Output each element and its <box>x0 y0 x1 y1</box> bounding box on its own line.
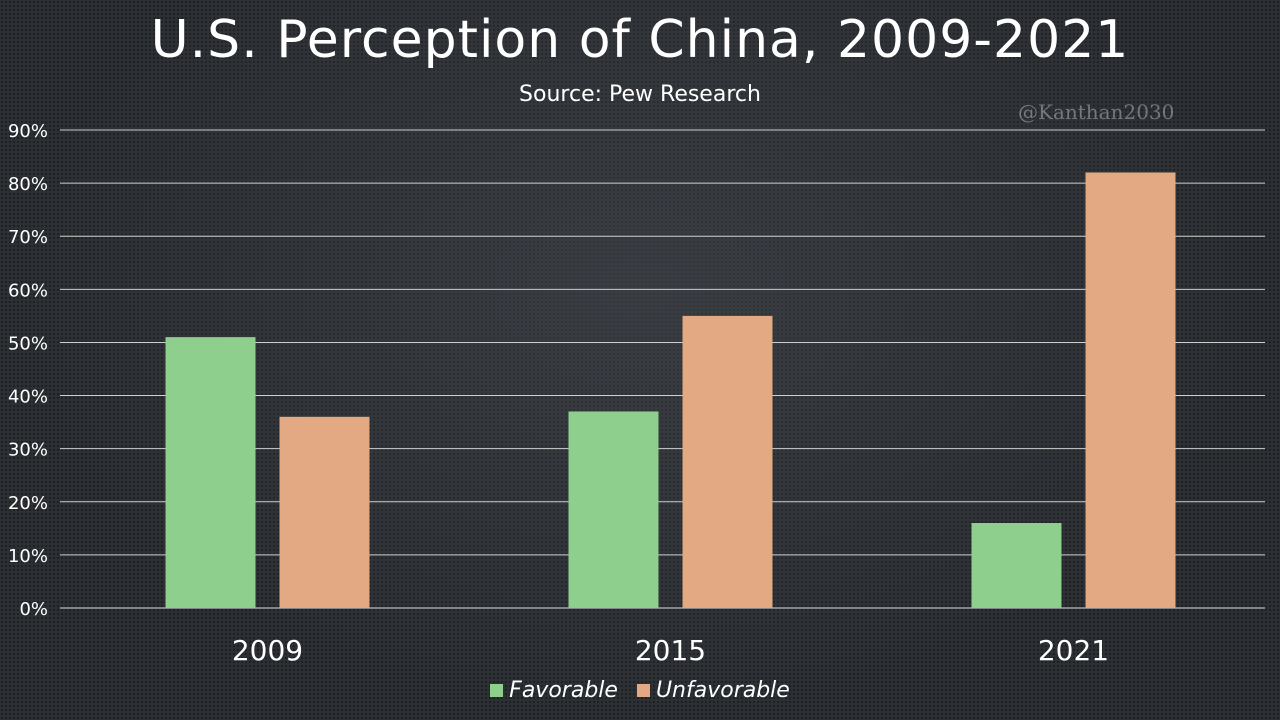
x-tick-label: 2021 <box>1038 634 1109 667</box>
x-tick-label: 2015 <box>635 634 706 667</box>
y-tick-label: 70% <box>8 227 48 248</box>
bar-favorable-2009 <box>165 337 256 608</box>
y-tick-label: 80% <box>8 174 48 195</box>
bar-unfavorable-2009 <box>279 416 370 608</box>
bar-favorable-2015 <box>568 411 659 608</box>
legend-label-favorable: Favorable <box>509 678 618 703</box>
y-tick-label: 40% <box>8 387 48 408</box>
y-tick-label: 10% <box>8 546 48 567</box>
legend-item-unfavorable: Unfavorable <box>636 678 790 703</box>
y-tick-label: 30% <box>8 440 48 461</box>
legend-label-unfavorable: Unfavorable <box>655 678 790 703</box>
watermark: @Kanthan2030 <box>1018 100 1175 124</box>
y-tick-label: 60% <box>8 280 48 301</box>
y-tick-label: 20% <box>8 493 48 514</box>
legend-item-favorable: Favorable <box>490 678 618 703</box>
y-tick-label: 0% <box>19 599 48 620</box>
legend-swatch-favorable <box>490 684 504 697</box>
y-tick-label: 50% <box>8 333 48 354</box>
chart-subtitle: Source: Pew Research <box>519 82 761 107</box>
bar-favorable-2021 <box>971 523 1062 608</box>
bar-unfavorable-2015 <box>682 315 773 608</box>
bar-unfavorable-2021 <box>1085 172 1176 608</box>
legend: Favorable Unfavorable <box>0 678 1280 703</box>
x-tick-label: 2009 <box>232 634 303 667</box>
chart-title: U.S. Perception of China, 2009-2021 <box>150 10 1130 70</box>
legend-swatch-unfavorable <box>636 684 650 697</box>
y-tick-label: 90% <box>8 121 48 142</box>
